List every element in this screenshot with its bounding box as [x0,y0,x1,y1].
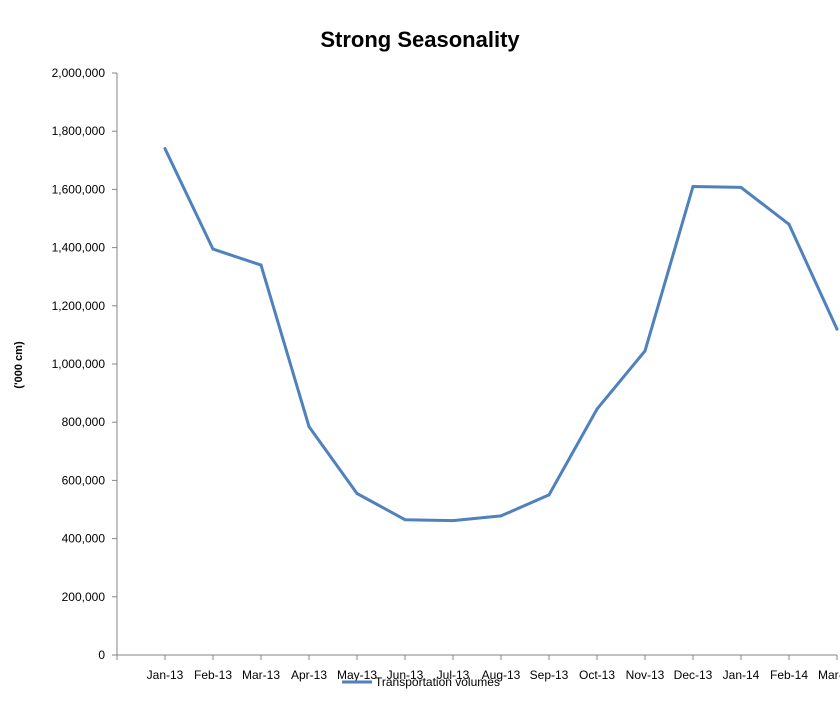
y-tick-label: 1,800,000 [52,124,106,138]
series-transportation-volumes [163,147,839,523]
chart-title: Strong Seasonality [320,27,520,52]
data-point [451,519,455,523]
y-tick-label: 1,400,000 [52,241,106,255]
data-point [211,247,215,251]
x-tick-label: Oct-13 [579,668,615,682]
x-tick-label: Feb-14 [770,668,808,682]
x-tick-label: Jun-13 [387,668,424,682]
y-tick-label: 400,000 [62,532,106,546]
x-tick-label: Nov-13 [626,668,665,682]
y-axis: 0 200,000 400,000 600,000 800,000 1,000,000 1,… [52,66,118,662]
y-tick-label: 1,200,000 [52,299,106,313]
y-tick-label: 600,000 [62,473,106,487]
y-tick-label: 1,600,000 [52,182,106,196]
data-point [835,327,839,331]
data-point [787,222,791,226]
data-point [739,185,743,189]
data-point [355,491,359,495]
data-point [403,518,407,522]
data-point [547,493,551,497]
legend: Transportation volumes [342,675,500,689]
legend-label: Transportation volumes [375,675,500,689]
data-point [163,147,167,151]
y-axis-label: ('000 cm) [13,341,25,389]
x-tick-label: Mar-13 [242,668,280,682]
x-tick-label: Feb-13 [194,668,232,682]
data-point [499,514,503,518]
data-point [691,184,695,188]
x-tick-label: Sep-13 [530,668,569,682]
x-tick-label: Apr-13 [291,668,327,682]
x-tick-label: Jul-13 [437,668,470,682]
data-point [595,407,599,411]
x-tick-label: Mar-14 [818,668,840,682]
data-point [643,349,647,353]
x-axis: Jan-13 Feb-13 Mar-13 Apr-13 May-13 Jun-13 Jul-… [116,654,840,682]
y-tick-label: 800,000 [62,415,106,429]
x-tick-label: May-13 [337,668,377,682]
x-tick-label: Dec-13 [674,668,713,682]
y-tick-label: 1,000,000 [52,357,106,371]
x-tick-label: Jan-13 [147,668,184,682]
y-tick-label: 200,000 [62,590,106,604]
x-tick-label: Jan-14 [723,668,760,682]
y-tick-label: 0 [98,648,105,662]
x-tick-label: Aug-13 [482,668,521,682]
y-tick-label: 2,000,000 [52,66,106,80]
data-point [259,263,263,267]
data-point [307,425,311,429]
